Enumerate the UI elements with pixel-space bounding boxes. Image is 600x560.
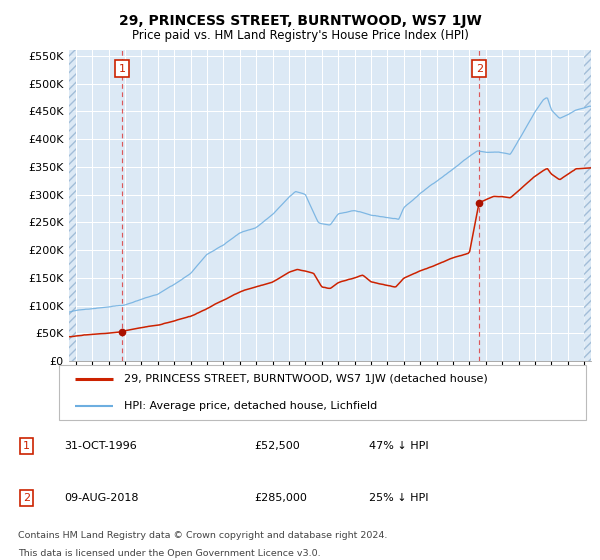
Text: Price paid vs. HM Land Registry's House Price Index (HPI): Price paid vs. HM Land Registry's House …	[131, 29, 469, 42]
Text: 25% ↓ HPI: 25% ↓ HPI	[369, 493, 428, 503]
Text: This data is licensed under the Open Government Licence v3.0.: This data is licensed under the Open Gov…	[18, 549, 320, 558]
Text: Contains HM Land Registry data © Crown copyright and database right 2024.: Contains HM Land Registry data © Crown c…	[18, 531, 387, 540]
Text: 31-OCT-1996: 31-OCT-1996	[64, 441, 137, 451]
FancyBboxPatch shape	[59, 365, 586, 421]
Text: 1: 1	[119, 64, 126, 74]
Text: 29, PRINCESS STREET, BURNTWOOD, WS7 1JW (detached house): 29, PRINCESS STREET, BURNTWOOD, WS7 1JW …	[124, 374, 488, 384]
Text: 2: 2	[476, 64, 483, 74]
Text: 09-AUG-2018: 09-AUG-2018	[64, 493, 139, 503]
Text: £285,000: £285,000	[254, 493, 307, 503]
Text: 47% ↓ HPI: 47% ↓ HPI	[369, 441, 429, 451]
Text: £52,500: £52,500	[254, 441, 299, 451]
Text: 29, PRINCESS STREET, BURNTWOOD, WS7 1JW: 29, PRINCESS STREET, BURNTWOOD, WS7 1JW	[119, 14, 481, 28]
Text: HPI: Average price, detached house, Lichfield: HPI: Average price, detached house, Lich…	[124, 402, 377, 412]
Text: 1: 1	[23, 441, 30, 451]
Text: 2: 2	[23, 493, 30, 503]
